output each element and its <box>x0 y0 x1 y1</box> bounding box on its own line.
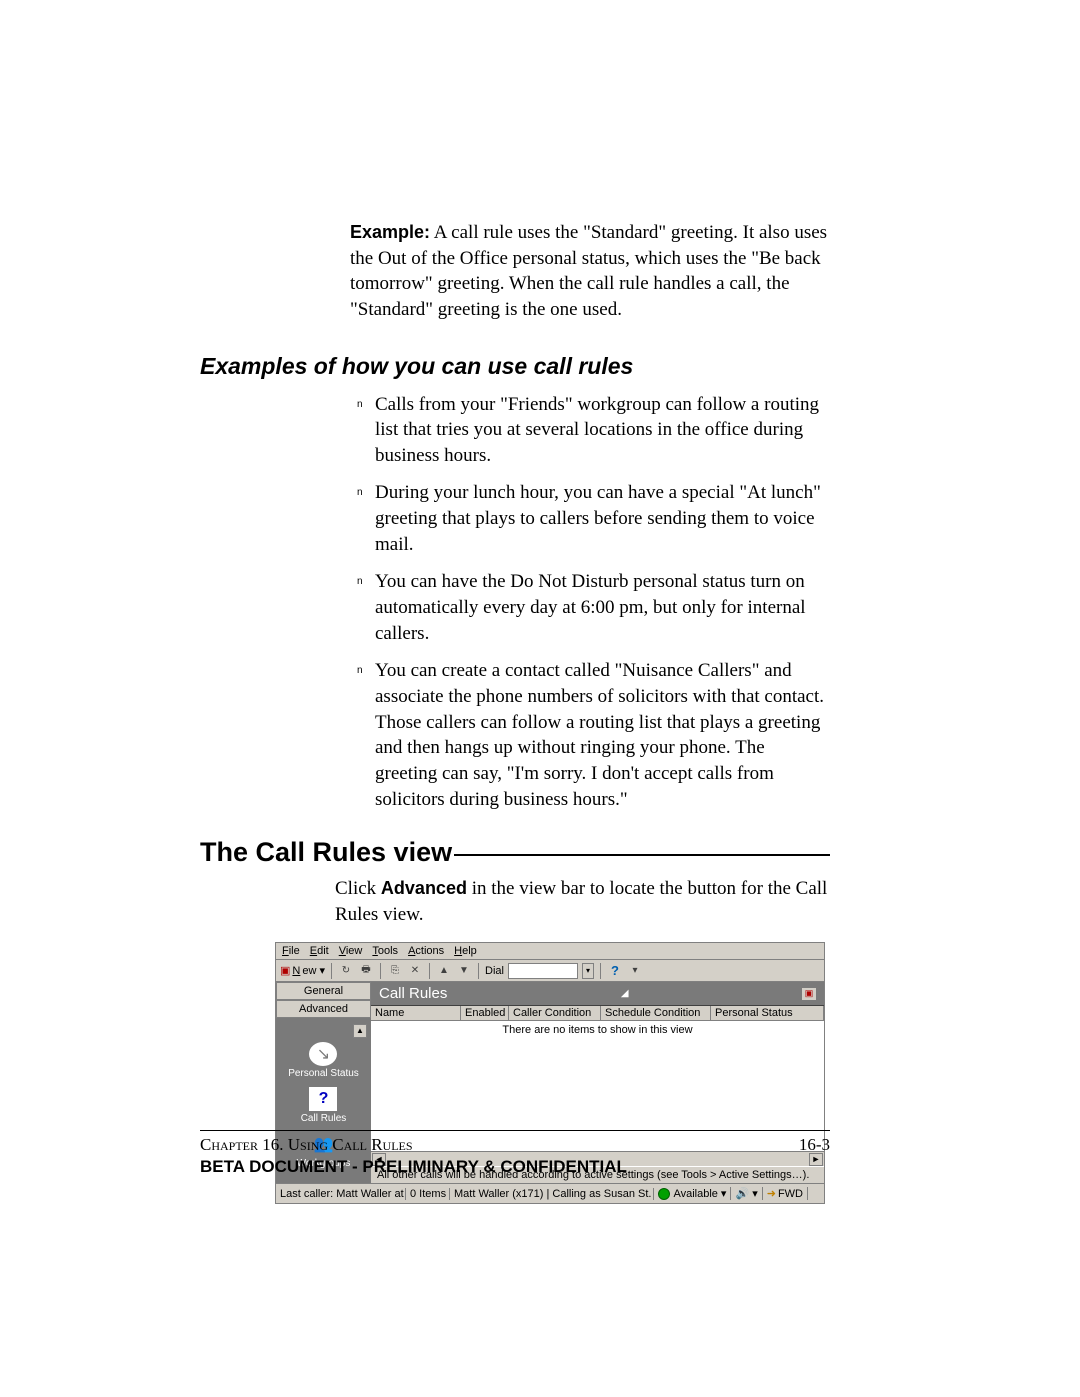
col-schedule-condition[interactable]: Schedule Condition <box>601 1006 711 1020</box>
bullet-icon: n <box>357 664 363 678</box>
column-headers: Name Enabled Caller Condition Schedule C… <box>371 1006 824 1021</box>
example-bullet: nDuring your lunch hour, you can have a … <box>375 480 830 557</box>
menu-help[interactable]: Help <box>454 945 477 957</box>
bullet-text: You can have the Do Not Disturb personal… <box>375 571 806 643</box>
bullet-text: During your lunch hour, you can have a s… <box>375 482 821 554</box>
availability-icon <box>658 1188 670 1200</box>
view-header: Call Rules◢ ▣ <box>371 982 824 1006</box>
dial-label: Dial <box>485 965 504 977</box>
heading-call-rules-view: The Call Rules view <box>200 837 830 868</box>
fwd-label: FWD <box>778 1188 803 1200</box>
footer-page-number: 16-3 <box>799 1135 830 1155</box>
bullet-text: Calls from your "Friends" workgroup can … <box>375 394 819 466</box>
personal-status-icon: ↘ <box>309 1042 337 1066</box>
status-last-caller: Last caller: Matt Waller at 5 <box>276 1188 406 1200</box>
dial-dropdown[interactable]: ▾ <box>582 963 594 979</box>
heading-text: The Call Rules view <box>200 837 452 868</box>
sidebar-scroll-up[interactable]: ▲ <box>353 1024 367 1038</box>
example-bullet: nYou can create a contact called "Nuisan… <box>375 658 830 812</box>
bullet-icon: n <box>357 575 363 589</box>
col-name[interactable]: Name <box>371 1006 461 1020</box>
sidebar-tab-general[interactable]: General <box>276 982 371 1000</box>
new-icon: ▣ <box>280 964 290 977</box>
menu-actions[interactable]: Actions <box>408 945 444 957</box>
footer-rule <box>200 1130 830 1131</box>
click-pre: Click <box>335 878 381 899</box>
example-paragraph: Example: A call rule uses the "Standard"… <box>350 220 830 323</box>
examples-list: nCalls from your "Friends" workgroup can… <box>375 392 830 813</box>
menu-file[interactable]: File <box>282 945 300 957</box>
col-personal-status[interactable]: Personal Status <box>711 1006 824 1020</box>
status-item-count: 0 Items <box>406 1188 450 1200</box>
click-bold: Advanced <box>381 878 467 898</box>
sidebar-item-label: Call Rules <box>301 1113 347 1124</box>
status-fwd[interactable]: ➜ FWD <box>763 1187 808 1200</box>
down-icon[interactable]: ▼ <box>456 963 472 979</box>
view-title: Call Rules <box>379 985 447 1002</box>
availability-label: Available <box>673 1188 717 1200</box>
footer-confidential: BETA DOCUMENT - PRELIMINARY & CONFIDENTI… <box>200 1157 830 1177</box>
new-button[interactable]: ▣ New ▾ <box>280 964 325 977</box>
status-availability[interactable]: Available ▾ <box>654 1187 731 1200</box>
bullet-icon: n <box>357 398 363 412</box>
refresh-icon[interactable]: ↻ <box>338 963 354 979</box>
separator <box>331 963 332 979</box>
empty-message: There are no items to show in this view <box>502 1024 692 1036</box>
col-enabled[interactable]: Enabled <box>461 1006 509 1020</box>
status-bar: Last caller: Matt Waller at 5 0 Items Ma… <box>276 1183 824 1203</box>
bullet-icon: n <box>357 486 363 500</box>
col-caller-condition[interactable]: Caller Condition <box>509 1006 601 1020</box>
example-label: Example: <box>350 222 430 242</box>
sidebar-item-call-rules[interactable]: ? Call Rules <box>301 1087 347 1124</box>
example-bullet: nYou can have the Do Not Disturb persona… <box>375 569 830 646</box>
dial-input[interactable] <box>508 963 578 979</box>
menu-tools[interactable]: Tools <box>372 945 398 957</box>
menu-edit[interactable]: Edit <box>310 945 329 957</box>
separator <box>600 963 601 979</box>
heading-rule <box>454 854 830 856</box>
status-calling-as: Matt Waller (x171) | Calling as Susan St… <box>450 1188 654 1200</box>
sidebar-tab-advanced[interactable]: Advanced <box>276 1000 371 1018</box>
bullet-text: You can create a contact called "Nuisanc… <box>375 660 824 809</box>
dropdown-icon: ▾ <box>721 1187 727 1200</box>
heading-examples: Examples of how you can use call rules <box>200 353 830 380</box>
help-icon[interactable]: ? <box>607 963 623 979</box>
separator <box>429 963 430 979</box>
menu-bar: File Edit View Tools Actions Help <box>276 943 824 960</box>
page-footer: Chapter 16. Using Call Rules 16-3 BETA D… <box>200 1130 830 1177</box>
menu-view[interactable]: View <box>339 945 363 957</box>
sidebar-item-personal-status[interactable]: ↘ Personal Status <box>288 1042 359 1079</box>
toolbar: ▣ New ▾ ↻ 🖶 ⎘ ✕ ▲ ▼ Dial ▾ ? ▾ <box>276 960 824 982</box>
status-audio[interactable]: 🔊 ▾ <box>731 1187 762 1200</box>
configure-icon[interactable]: ▣ <box>802 988 816 1000</box>
delete-icon[interactable]: ✕ <box>407 963 423 979</box>
separator <box>380 963 381 979</box>
click-paragraph: Click Advanced in the view bar to locate… <box>335 876 830 927</box>
footer-chapter: Chapter 16. Using Call Rules <box>200 1135 413 1155</box>
call-rules-icon: ? <box>309 1087 337 1111</box>
separator <box>478 963 479 979</box>
example-bullet: nCalls from your "Friends" workgroup can… <box>375 392 830 469</box>
up-icon[interactable]: ▲ <box>436 963 452 979</box>
speaker-icon: 🔊 <box>735 1188 749 1200</box>
forward-icon: ➜ <box>767 1187 776 1200</box>
print-icon[interactable]: 🖶 <box>358 963 374 979</box>
sidebar-item-label: Personal Status <box>288 1068 359 1079</box>
toolbar-overflow-icon[interactable]: ▾ <box>627 963 643 979</box>
copy-icon[interactable]: ⎘ <box>387 963 403 979</box>
